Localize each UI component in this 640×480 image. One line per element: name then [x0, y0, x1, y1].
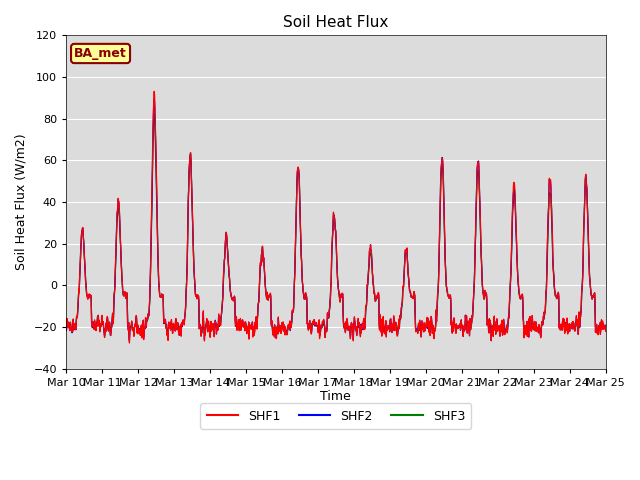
Y-axis label: Soil Heat Flux (W/m2): Soil Heat Flux (W/m2)	[15, 133, 28, 270]
SHF1	[125, 340, 133, 346]
SHF2	[420, 321, 428, 327]
SHF3	[150, 112, 158, 118]
X-axis label: Time: Time	[321, 390, 351, 403]
SHF3	[491, 324, 499, 330]
Title: Soil Heat Flux: Soil Heat Flux	[283, 15, 388, 30]
SHF1	[183, 273, 191, 279]
SHF2	[150, 96, 158, 102]
SHF2	[183, 273, 191, 279]
SHF2	[538, 320, 546, 325]
SHF3	[62, 318, 70, 324]
SHF1	[150, 88, 158, 94]
SHF2	[491, 327, 499, 333]
SHF1	[420, 320, 428, 325]
Line: SHF1: SHF1	[66, 91, 605, 343]
SHF1	[243, 326, 251, 332]
SHF3	[170, 322, 177, 327]
SHF3	[125, 335, 133, 340]
SHF3	[538, 320, 546, 325]
SHF3	[183, 273, 191, 279]
SHF1	[491, 327, 499, 333]
Text: BA_met: BA_met	[74, 47, 127, 60]
SHF3	[243, 327, 251, 333]
SHF2	[243, 327, 251, 333]
SHF2	[62, 317, 70, 323]
SHF1	[170, 322, 177, 328]
Line: SHF3: SHF3	[66, 115, 605, 337]
Legend: SHF1, SHF2, SHF3: SHF1, SHF2, SHF3	[200, 403, 471, 429]
SHF3	[602, 328, 609, 334]
SHF1	[62, 316, 70, 322]
Line: SHF2: SHF2	[66, 99, 605, 341]
SHF3	[420, 324, 428, 329]
SHF2	[170, 322, 177, 327]
SHF2	[125, 338, 133, 344]
SHF1	[602, 328, 609, 334]
SHF1	[538, 319, 546, 324]
SHF2	[602, 327, 609, 333]
